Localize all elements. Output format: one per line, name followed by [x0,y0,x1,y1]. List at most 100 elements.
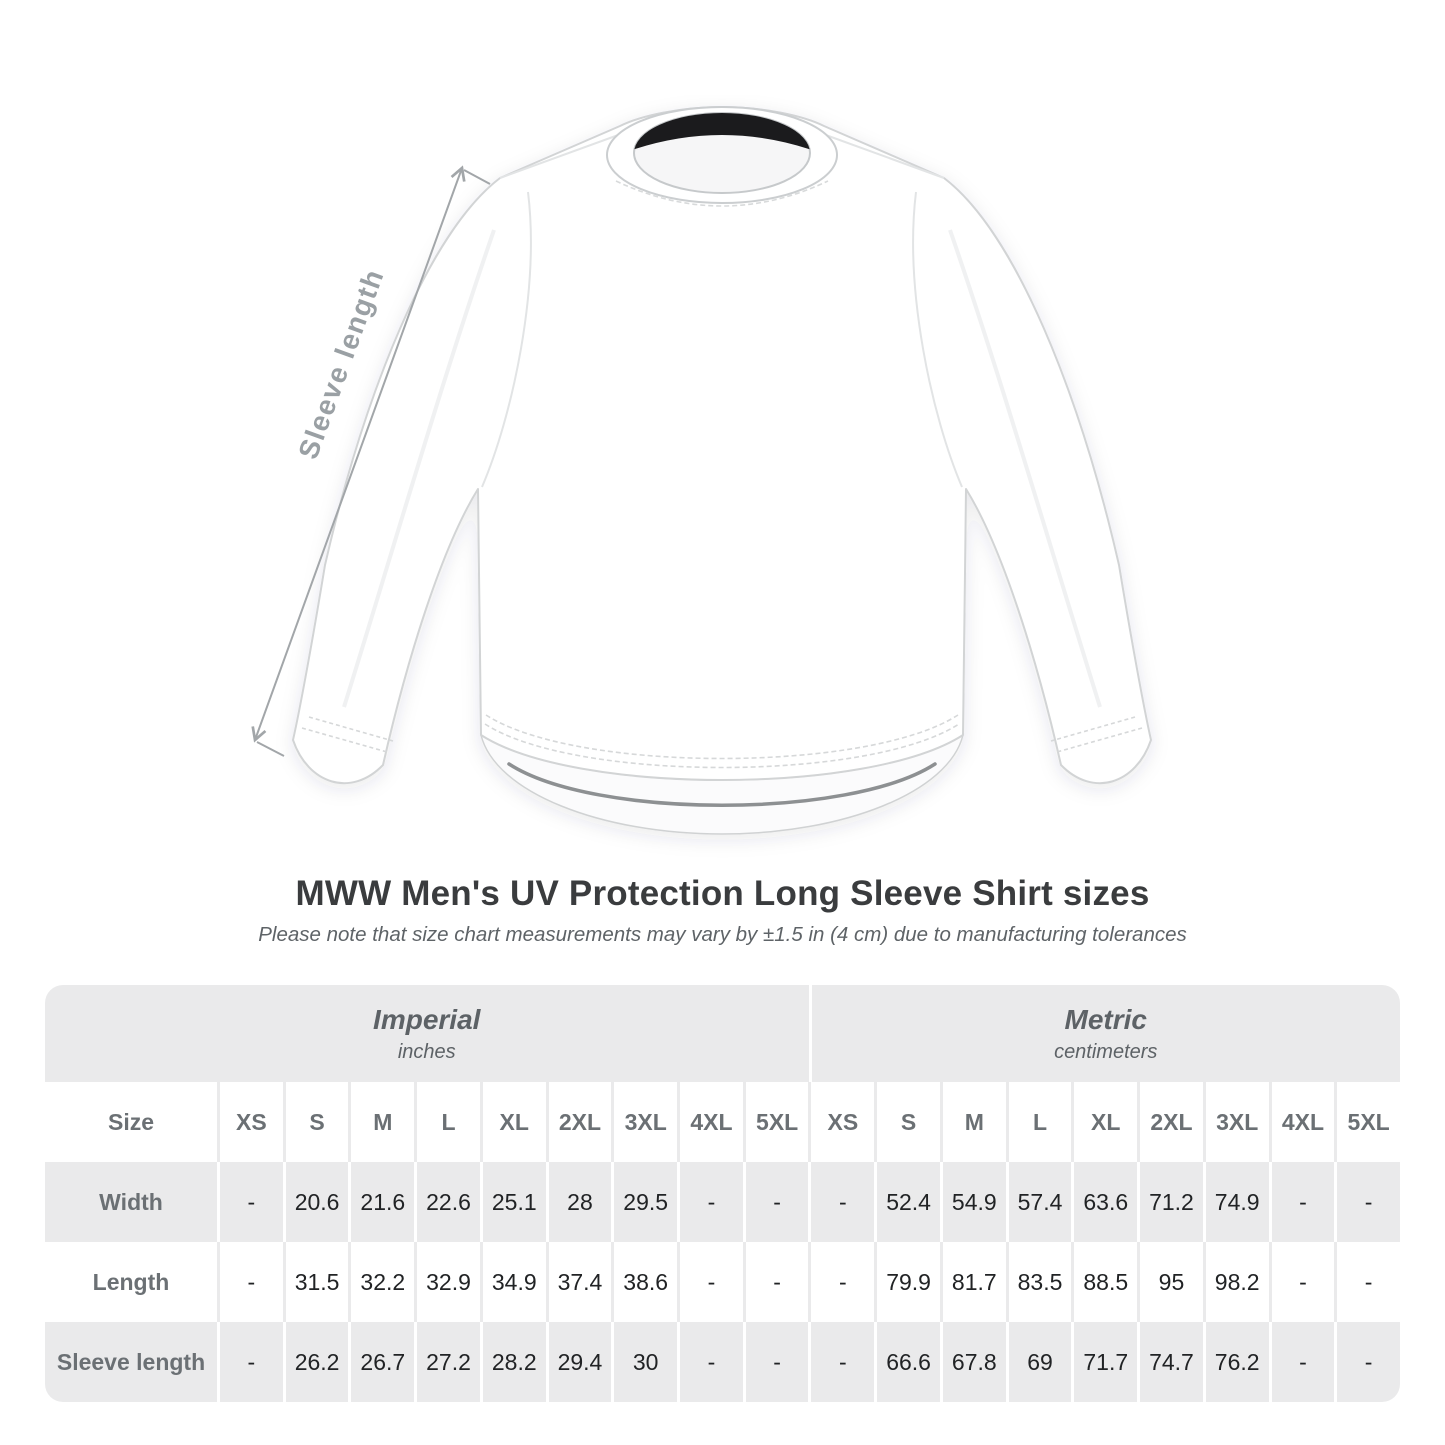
length-imperial-xs: - [217,1242,283,1322]
sleeve-length-metric-5xl: - [1334,1322,1400,1402]
size-col-metric-5xl: 5XL [1334,1082,1400,1162]
metric-group-title: Metric [1064,1003,1147,1035]
arrow-extension-ticks [256,169,491,757]
shirt-body [292,106,1152,785]
width-imperial-xl: 25.1 [479,1162,546,1242]
length-imperial-m: 32.2 [348,1242,414,1322]
length-metric-3xl: 98.2 [1202,1242,1269,1322]
row-sleeve-length: Sleeve length -26.2 26.7 27.2 28.2 29.4 30- - -6… [45,1322,1400,1402]
width-metric-2xl: 71.2 [1137,1162,1203,1242]
long-sleeve-shirt-illustration: Sleeve length [251,106,1152,835]
unit-group-row: Imperial inches Metric centimeters [45,985,1400,1082]
length-metric-m: 81.7 [939,1242,1006,1322]
length-imperial-l: 32.9 [414,1242,480,1322]
width-metric-s: 52.4 [874,1162,940,1242]
page-title: MWW Men's UV Protection Long Sleeve Shir… [295,874,1150,913]
sleeve-length-metric-2xl: 74.7 [1137,1322,1203,1402]
size-col-imperial-5xl: 5XL [742,1082,809,1162]
size-table-body: Size XS S M L XL 2XL 3XL 4XL 5XL XS S M L XL 2XL 3XL 4XL 5… [45,1082,1400,1402]
width-imperial-l: 22.6 [414,1162,480,1242]
size-col-metric-m: M [939,1082,1006,1162]
sleeve-length-imperial-l: 27.2 [414,1322,480,1402]
row-label-width: Width [99,1188,163,1215]
measurement-arrow [251,165,466,743]
length-metric-xs: - [808,1242,874,1322]
chart-heading: MWW Men's UV Protection Long Sleeve Shir… [0,874,1445,947]
row-length: Length -31.5 32.2 32.9 34.9 37.4 38.6- - -79.9 81… [45,1242,1400,1322]
sleeve-length-metric-3xl: 76.2 [1202,1322,1269,1402]
sleeve-length-metric-l: 69 [1005,1322,1072,1402]
hem-stitching [484,714,960,769]
size-col-metric-xl: XL [1071,1082,1137,1162]
size-header-row: Size XS S M L XL 2XL 3XL 4XL 5XL XS S M L XL 2XL 3XL 4XL 5… [45,1082,1400,1162]
imperial-group-title: Imperial [373,1003,481,1035]
back-hem-edge [507,762,937,807]
width-metric-m: 54.9 [939,1162,1006,1242]
size-col-metric-3xl: 3XL [1202,1082,1269,1162]
length-metric-2xl: 95 [1137,1242,1203,1322]
sleeve-length-imperial-5xl: - [742,1322,809,1402]
size-col-imperial-l: L [414,1082,480,1162]
length-metric-s: 79.9 [874,1242,940,1322]
width-imperial-s: 20.6 [282,1162,349,1242]
size-col-imperial-s: S [282,1082,349,1162]
length-metric-xl: 88.5 [1071,1242,1137,1322]
sleeve-length-imperial-2xl: 29.4 [545,1322,612,1402]
sleeve-length-metric-xs: - [808,1322,874,1402]
length-metric-5xl: - [1334,1242,1400,1322]
length-imperial-s: 31.5 [282,1242,349,1322]
width-imperial-3xl: 29.5 [611,1162,677,1242]
width-metric-5xl: - [1334,1162,1400,1242]
sleeve-length-imperial-s: 26.2 [282,1322,349,1402]
width-metric-3xl: 74.9 [1202,1162,1269,1242]
seams [481,133,963,488]
tolerance-note: Please note that size chart measurements… [258,923,1187,946]
width-imperial-2xl: 28 [545,1162,612,1242]
size-table: Imperial inches Metric centimeters Size X… [45,985,1400,1402]
size-col-imperial-4xl: 4XL [677,1082,743,1162]
length-imperial-2xl: 37.4 [545,1242,612,1322]
sleeve-length-metric-m: 67.8 [939,1322,1006,1402]
sleeve-length-metric-s: 66.6 [874,1322,940,1402]
imperial-group-header: Imperial inches [45,985,809,1082]
size-col-imperial-2xl: 2XL [545,1082,612,1162]
length-metric-4xl: - [1268,1242,1335,1322]
size-col-metric-l: L [1005,1082,1072,1162]
row-label-sleeve-length: Sleeve length [56,1348,206,1375]
sleeve-length-metric-xl: 71.7 [1071,1322,1137,1402]
product-figure: Sleeve length [222,95,1222,865]
width-imperial-5xl: - [742,1162,809,1242]
length-imperial-xl: 34.9 [479,1242,546,1322]
sleeve-length-imperial-3xl: 30 [611,1322,677,1402]
size-col-metric-xs: XS [808,1082,874,1162]
size-corner-header: Size [107,1108,155,1135]
length-imperial-3xl: 38.6 [611,1242,677,1322]
size-col-imperial-xs: XS [217,1082,283,1162]
size-col-imperial-3xl: 3XL [611,1082,677,1162]
length-imperial-4xl: - [677,1242,743,1322]
length-metric-l: 83.5 [1005,1242,1072,1322]
sleeve-length-imperial-m: 26.7 [348,1322,414,1402]
size-col-metric-4xl: 4XL [1268,1082,1335,1162]
size-col-metric-s: S [874,1082,940,1162]
width-metric-xl: 63.6 [1071,1162,1137,1242]
width-metric-xs: - [808,1162,874,1242]
width-imperial-xs: - [217,1162,283,1242]
imperial-group-unit: inches [397,1040,456,1063]
metric-group-header: Metric centimeters [808,985,1400,1082]
metric-group-unit: centimeters [1054,1040,1158,1063]
sleeve-length-imperial-4xl: - [677,1322,743,1402]
sleeve-length-imperial-xl: 28.2 [479,1322,546,1402]
size-col-imperial-m: M [348,1082,414,1162]
width-metric-l: 57.4 [1005,1162,1072,1242]
length-imperial-5xl: - [742,1242,809,1322]
row-width: Width -20.6 21.6 22.6 25.1 28 29.5- - -52.4 54.9 5… [45,1162,1400,1242]
size-col-metric-2xl: 2XL [1137,1082,1203,1162]
width-imperial-4xl: - [677,1162,743,1242]
size-col-imperial-xl: XL [479,1082,546,1162]
row-label-length: Length [92,1268,170,1295]
width-imperial-m: 21.6 [348,1162,414,1242]
sleeve-length-metric-4xl: - [1268,1322,1335,1402]
collar-stitching [615,180,829,207]
